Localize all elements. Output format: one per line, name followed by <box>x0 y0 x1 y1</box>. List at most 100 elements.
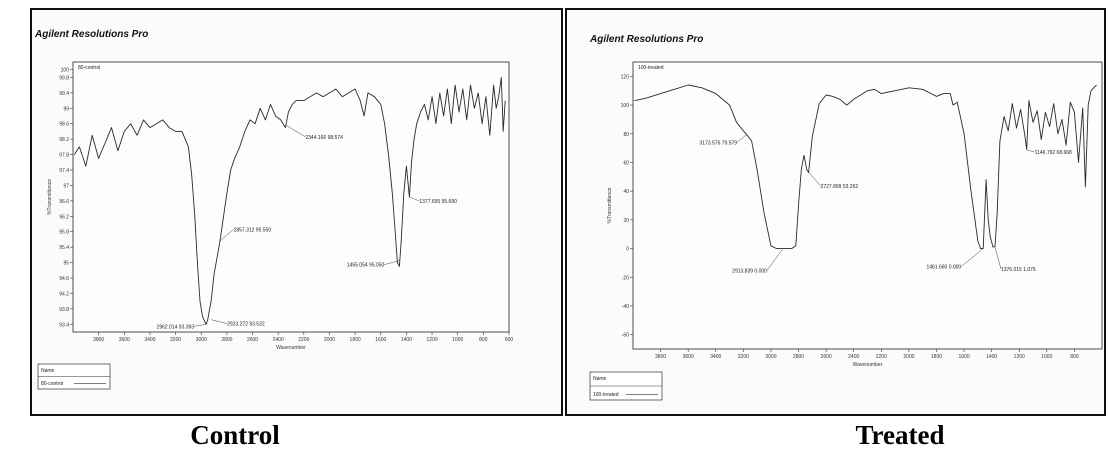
peak-annotation: 1377.655 95.690 <box>419 199 457 205</box>
y-tick-label: 97 <box>63 183 69 189</box>
peak-annotation: 2857.312 95.550 <box>234 227 272 233</box>
y-tick-label: 93.8 <box>59 307 69 313</box>
x-tick-label: 3800 <box>93 337 104 343</box>
x-tick-label: 1600 <box>958 354 969 360</box>
legend-entry: 100-treated <box>593 392 619 398</box>
annotation-leader <box>808 171 821 187</box>
x-tick-label: 1800 <box>350 337 361 343</box>
x-tick-label: 3400 <box>710 354 721 360</box>
x-tick-label: 600 <box>505 337 514 343</box>
y-axis-label: %Transmittance <box>607 187 613 223</box>
peak-annotation: 2344.166 98.574 <box>305 135 343 141</box>
y-tick-label: 95.8 <box>59 230 69 236</box>
plot-frame <box>72 61 510 333</box>
x-tick-label: 1400 <box>986 354 997 360</box>
peak-annotation: 1376.015 1.076 <box>1001 267 1036 273</box>
x-tick-label: 800 <box>1070 354 1079 360</box>
y-tick-label: 100 <box>61 68 70 74</box>
y-tick-label: 99.4 <box>59 91 69 97</box>
annotation-leader <box>994 246 1002 270</box>
x-tick-label: 3400 <box>144 337 155 343</box>
annotation-leader <box>736 134 748 143</box>
y-tick-label: 98.6 <box>59 122 69 128</box>
peak-annotation: 1146.792 68.668 <box>1035 150 1072 156</box>
peak-annotation: 2962.014 93.393 <box>157 324 195 330</box>
y-tick-label: 120 <box>621 74 630 80</box>
x-tick-label: 2400 <box>848 354 859 360</box>
x-tick-label: 2800 <box>221 337 232 343</box>
x-tick-label: 2000 <box>324 337 335 343</box>
legend-header: Name <box>41 368 55 374</box>
x-tick-label: 3200 <box>738 354 749 360</box>
peak-annotation: 1455.054 95.050 <box>347 263 385 269</box>
treated-caption: Treated <box>855 420 945 450</box>
x-tick-label: 2600 <box>821 354 832 360</box>
sample-label: 80-control <box>78 65 100 71</box>
legend-entry: 80-control <box>41 381 63 387</box>
annotation-leader <box>194 324 207 327</box>
x-tick-label: 1000 <box>1041 354 1052 360</box>
y-tick-label: 96.6 <box>59 199 69 205</box>
x-tick-label: 3000 <box>765 354 776 360</box>
y-tick-label: -20 <box>622 275 629 281</box>
x-tick-label: 2000 <box>903 354 914 360</box>
x-tick-label: 2200 <box>876 354 887 360</box>
y-tick-label: 93.4 <box>59 322 69 328</box>
annotation-leader <box>211 319 228 324</box>
brand-title: Agilent Resolutions Pro <box>589 34 703 45</box>
peak-annotation: 2913.839 0.000 <box>732 269 767 275</box>
x-tick-label: 3200 <box>170 337 181 343</box>
spectrum-group: Agilent Resolutions Pro 80-control 93.4 93.… <box>34 29 514 390</box>
annotation-leader <box>766 248 784 271</box>
x-tick-label: 1200 <box>426 337 437 343</box>
y-tick-label: -60 <box>622 333 629 339</box>
control-caption: Control <box>190 420 280 450</box>
y-tick-label: 94.6 <box>59 276 69 282</box>
y-tick-label: 40 <box>623 189 629 195</box>
annotation-leader <box>285 124 306 138</box>
y-tick-label: 60 <box>623 160 629 166</box>
peak-annotation: 2923.272 93.522 <box>227 322 265 328</box>
x-tick-label: 1400 <box>401 337 412 343</box>
spectrum-group: Agilent Resolutions Pro 100-treated -60 -40… <box>589 34 1103 401</box>
brand-title: Agilent Resolutions Pro <box>34 29 148 40</box>
peak-annotation: 1461.660 0.000 <box>926 265 961 271</box>
y-tick-label: 98.2 <box>59 137 69 143</box>
plot-frame <box>632 61 1103 350</box>
y-tick-label: 20 <box>623 218 629 224</box>
x-tick-label: 3800 <box>655 354 666 360</box>
x-tick-label: 1200 <box>1014 354 1025 360</box>
x-tick-label: 2600 <box>247 337 258 343</box>
series-line <box>634 84 1097 250</box>
y-tick-label: 0 <box>626 247 629 253</box>
y-tick-label: 96.2 <box>59 214 69 220</box>
x-tick-label: 2400 <box>273 337 284 343</box>
x-axis-label: Wavenumber <box>853 362 883 368</box>
peak-annotation: 2727.899 53.262 <box>821 184 859 190</box>
x-tick-label: 2800 <box>793 354 804 360</box>
annotation-leader <box>961 248 984 267</box>
annotation-leader <box>384 260 400 265</box>
y-tick-label: 99.8 <box>59 75 69 81</box>
sample-label: 100-treated <box>638 65 664 71</box>
y-tick-label: 100 <box>621 103 630 109</box>
x-tick-label: 3600 <box>683 354 694 360</box>
control-panel: Agilent Resolutions Pro 80-control 93.4 93.… <box>30 8 563 416</box>
y-tick-label: 94.2 <box>59 291 69 297</box>
annotation-leader <box>1026 149 1035 153</box>
treated-spectrum-chart: Agilent Resolutions Pro 100-treated -60 -40… <box>589 34 1103 401</box>
y-tick-label: 80 <box>623 132 629 138</box>
treated-panel: Agilent Resolutions Pro 100-treated -60 -40… <box>565 8 1106 416</box>
legend-header: Name <box>593 376 607 382</box>
y-tick-label: 97.8 <box>59 153 69 159</box>
x-tick-label: 3600 <box>119 337 130 343</box>
y-tick-label: 95 <box>63 261 69 267</box>
x-tick-label: 800 <box>479 337 488 343</box>
series-line <box>73 76 506 325</box>
y-tick-label: 99 <box>63 106 69 112</box>
x-tick-label: 1800 <box>931 354 942 360</box>
control-spectrum-chart: Agilent Resolutions Pro 80-control 93.4 93.… <box>34 29 514 390</box>
y-tick-label: 95.4 <box>59 245 69 251</box>
y-axis-label: %Transmittance <box>47 179 53 215</box>
x-tick-label: 2200 <box>298 337 309 343</box>
